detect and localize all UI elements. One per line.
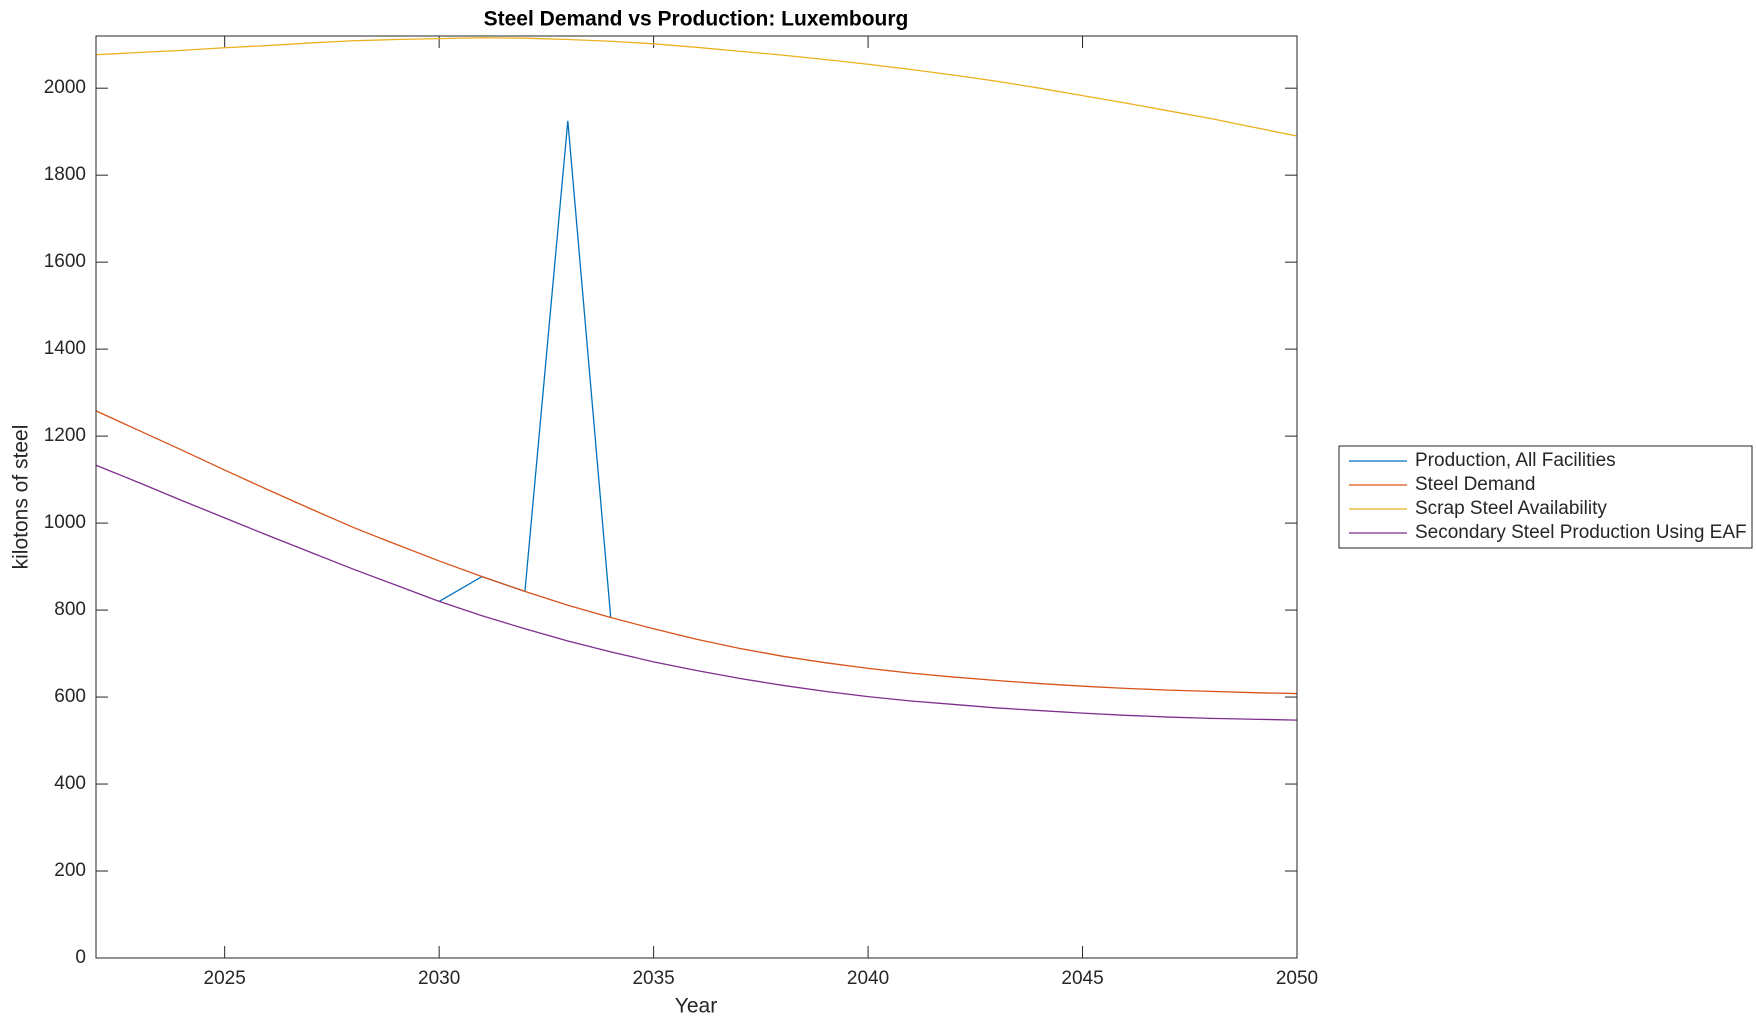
series-line [96,410,1297,695]
legend-label: Secondary Steel Production Using EAF [1415,522,1747,543]
legend-label: Production, All Facilities [1415,450,1616,471]
y-tick-label: 1400 [44,338,86,359]
legend-label: Steel Demand [1415,474,1535,495]
x-axis-label: Year [675,995,717,1018]
legend-box [1338,445,1753,549]
x-tick-label: 2035 [632,968,674,989]
plot-area [96,36,1297,958]
series-line [96,37,1297,137]
series-line [96,464,1297,721]
y-tick-label: 200 [54,860,86,881]
y-tick-label: 600 [54,686,86,707]
y-tick-label: 1800 [44,164,86,185]
y-tick-label: 1600 [44,251,86,272]
y-tick-label: 800 [54,599,86,620]
x-tick-label: 2030 [418,968,460,989]
x-tick-label: 2045 [1061,968,1103,989]
chart-title: Steel Demand vs Production: Luxembourg [484,8,909,31]
y-tick-label: 2000 [44,77,86,98]
axes-box [95,35,1298,959]
legend-label: Scrap Steel Availability [1415,498,1607,519]
y-axis-label: kilotons of steel [10,425,33,570]
x-tick-label: 2050 [1276,968,1318,989]
y-tick-label: 0 [75,947,86,968]
y-tick-label: 400 [54,773,86,794]
x-tick-label: 2040 [847,968,889,989]
x-tick-label: 2025 [204,968,246,989]
y-tick-label: 1200 [44,425,86,446]
y-tick-label: 1000 [44,512,86,533]
